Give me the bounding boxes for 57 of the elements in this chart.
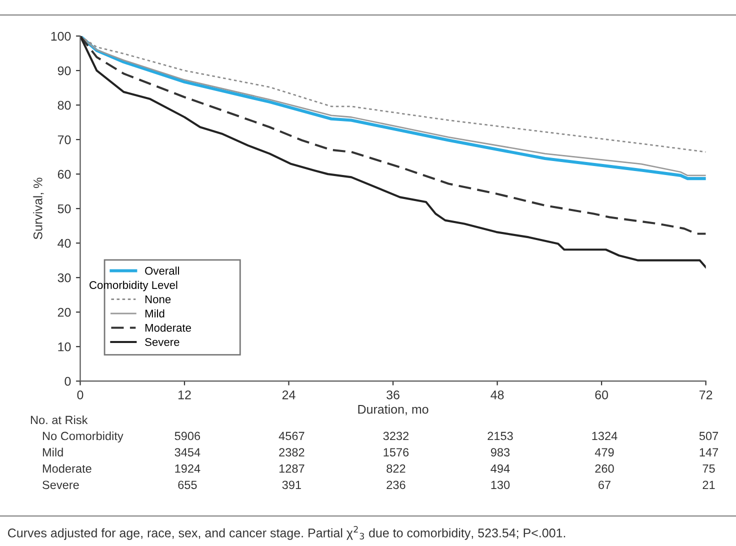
y-tick-label: 10 <box>58 342 71 352</box>
text: 260 <box>595 464 614 473</box>
x-tick-label: 36 <box>386 390 400 400</box>
x-tick-label: 12 <box>178 390 191 400</box>
text: Severe <box>42 480 79 490</box>
text: No. at Risk <box>30 415 88 424</box>
y-tick-label: 70 <box>58 135 71 144</box>
y-tick-label: 90 <box>58 66 71 76</box>
x-axis-title: Duration, mo <box>358 404 428 416</box>
text: 391 <box>282 480 301 490</box>
text: 479 <box>594 448 614 456</box>
text: 75 <box>702 464 715 473</box>
text: 983 <box>490 448 510 456</box>
y-axis-title: Survival, % <box>33 178 44 240</box>
x-tick-label: 0 <box>77 390 84 400</box>
y-tick-label: 50 <box>58 204 71 214</box>
text: 655 <box>178 480 197 490</box>
text: Moderate <box>42 464 92 473</box>
y-tick-label: 60 <box>58 170 71 179</box>
text: 1924 <box>175 464 200 473</box>
legend-label: Severe <box>145 338 180 346</box>
text: 1324 <box>592 432 618 440</box>
text: 67 <box>598 480 610 490</box>
x-tick-label: 24 <box>282 390 296 400</box>
legend-label: Mild <box>145 309 164 318</box>
legend-label: Overall <box>145 266 179 275</box>
y-tick-label: 80 <box>58 100 71 110</box>
y-tick-label: 0 <box>64 376 71 386</box>
legend-title: Comorbidity Level <box>90 280 178 292</box>
text: 494 <box>490 464 510 473</box>
text: 3454 <box>174 448 200 456</box>
text: Curves adjusted for age, race, sex, and cancer stage. Partial χ$^{2}$$_{3}$ due to comorbidity, 523.54; P<.001. <box>8 526 566 540</box>
x-tick-label: 60 <box>595 390 608 400</box>
text: 236 <box>386 480 406 490</box>
text: 21 <box>702 480 715 489</box>
y-tick-label: 20 <box>58 308 71 317</box>
text: 1287 <box>279 464 304 473</box>
text: 822 <box>386 464 406 473</box>
x-tick-label: 48 <box>490 390 504 400</box>
text: 507 <box>699 432 718 440</box>
legend-label: Moderate <box>145 324 191 332</box>
text: 130 <box>491 480 510 490</box>
y-tick-label: 100 <box>51 32 71 41</box>
text: 2153 <box>488 432 513 440</box>
text: 147 <box>700 448 718 456</box>
line-series <box>80 36 706 153</box>
text: 3232 <box>383 432 409 440</box>
y-tick-label: 30 <box>58 273 71 282</box>
text: 2382 <box>279 448 304 456</box>
legend-label: None <box>145 295 171 304</box>
text: No Comorbidity <box>42 431 124 443</box>
text: 5906 <box>174 432 200 440</box>
y-tick-label: 40 <box>58 238 71 248</box>
text: Mild <box>42 448 63 456</box>
text: 4567 <box>278 432 304 440</box>
x-tick-label: 72 <box>700 390 712 400</box>
text: 1576 <box>384 448 409 456</box>
